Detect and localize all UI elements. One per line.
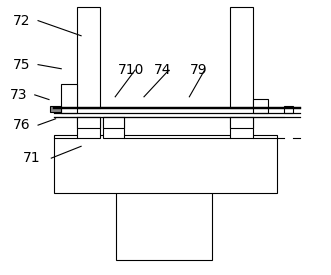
Bar bbox=[284, 106, 293, 113]
Text: 72: 72 bbox=[13, 14, 31, 28]
Text: 710: 710 bbox=[118, 63, 144, 77]
Bar bbox=[77, 117, 100, 138]
Bar bbox=[230, 7, 253, 108]
Bar bbox=[253, 99, 268, 113]
Text: 71: 71 bbox=[23, 151, 41, 165]
Text: 74: 74 bbox=[154, 63, 171, 77]
Bar bbox=[61, 84, 77, 113]
Text: 79: 79 bbox=[190, 63, 208, 77]
Bar bbox=[54, 108, 300, 117]
Bar bbox=[116, 190, 212, 260]
Bar bbox=[77, 7, 100, 108]
Text: 75: 75 bbox=[13, 58, 31, 72]
Bar bbox=[103, 117, 124, 128]
Bar bbox=[77, 117, 100, 128]
Bar bbox=[230, 117, 253, 128]
Bar bbox=[103, 117, 124, 138]
Bar bbox=[230, 117, 253, 138]
Bar bbox=[54, 135, 277, 193]
Bar bbox=[50, 106, 61, 112]
Text: 76: 76 bbox=[13, 118, 31, 132]
Text: 73: 73 bbox=[10, 88, 27, 102]
